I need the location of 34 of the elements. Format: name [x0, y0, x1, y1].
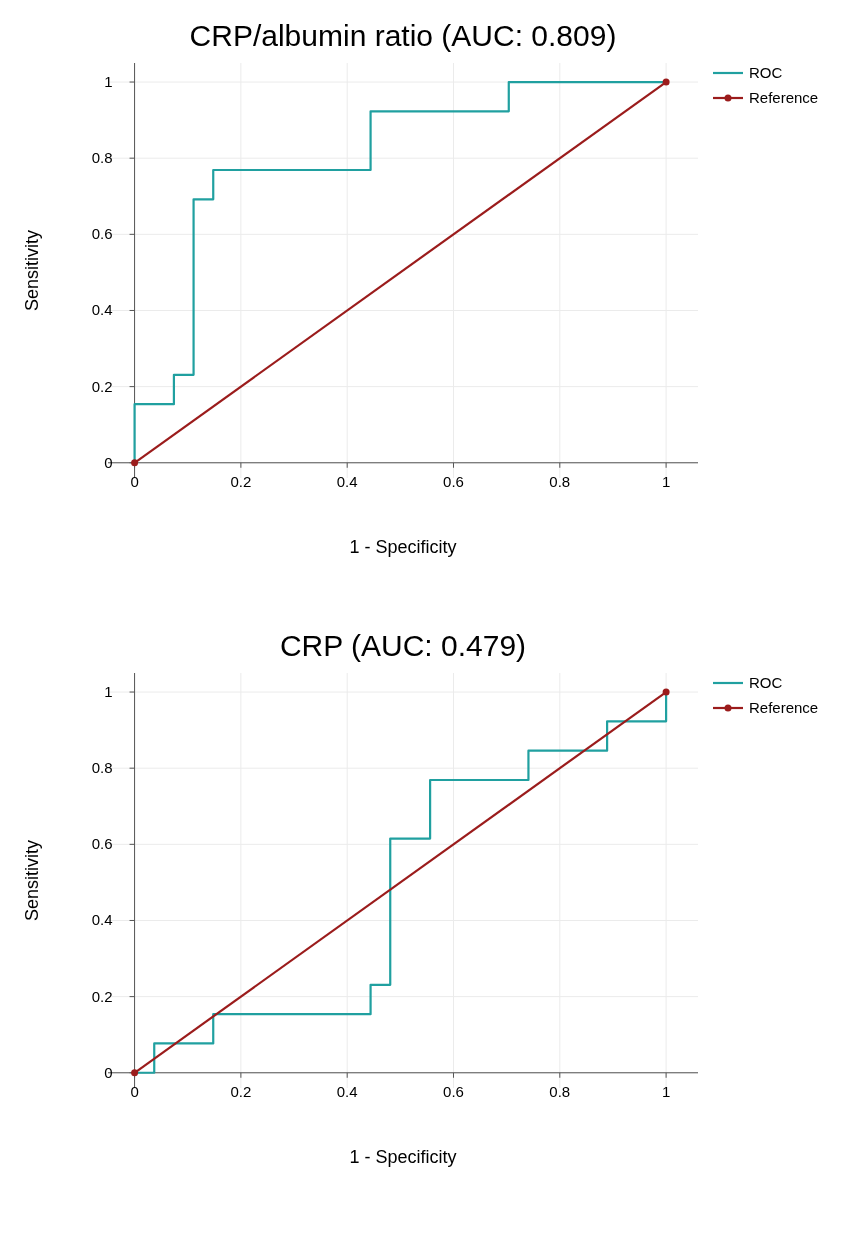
y-tick-label: 0.6 — [91, 225, 113, 243]
x-tick-label: 0.2 — [230, 1082, 252, 1100]
legend-label: ROC — [749, 674, 783, 691]
legend-label: ROC — [749, 64, 783, 81]
legend-label: Reference — [749, 89, 819, 106]
y-axis-title: Sensitivity — [22, 839, 42, 922]
x-tick-label: 0.8 — [549, 472, 571, 490]
x-tick-label: 0 — [130, 472, 139, 490]
x-axis-title: 1 - Specificity — [349, 537, 457, 557]
y-tick-label: 0.4 — [91, 911, 113, 929]
x-tick-label: 0.6 — [443, 1082, 464, 1100]
x-tick-label: 0.8 — [549, 1082, 571, 1100]
x-axis-title: 1 - Specificity — [349, 1147, 457, 1167]
y-tick-label: 1 — [104, 73, 113, 91]
legend-label: Reference — [749, 699, 819, 716]
y-tick-label: 0 — [104, 453, 113, 471]
x-tick-label: 0.4 — [336, 472, 358, 490]
x-tick-label: 1 — [661, 472, 671, 490]
y-tick-label: 0 — [104, 1063, 113, 1081]
y-axis-title: Sensitivity — [22, 229, 42, 312]
y-tick-label: 0.2 — [91, 987, 113, 1005]
y-tick-label: 0.8 — [91, 759, 113, 777]
y-tick-label: 0.4 — [91, 301, 113, 319]
chart-title: CRP (AUC: 0.479) — [279, 629, 527, 662]
y-tick-label: 0.2 — [91, 377, 113, 395]
y-tick-label: 0.8 — [91, 149, 113, 167]
x-tick-label: 0.6 — [443, 472, 464, 490]
x-tick-label: 0 — [130, 1082, 139, 1100]
y-tick-label: 1 — [104, 683, 113, 701]
chart-title: CRP/albumin ratio (AUC: 0.809) — [189, 19, 617, 52]
x-tick-label: 0.2 — [230, 472, 252, 490]
x-tick-label: 1 — [661, 1082, 671, 1100]
x-tick-label: 0.4 — [336, 1082, 358, 1100]
y-tick-label: 0.6 — [91, 835, 113, 853]
